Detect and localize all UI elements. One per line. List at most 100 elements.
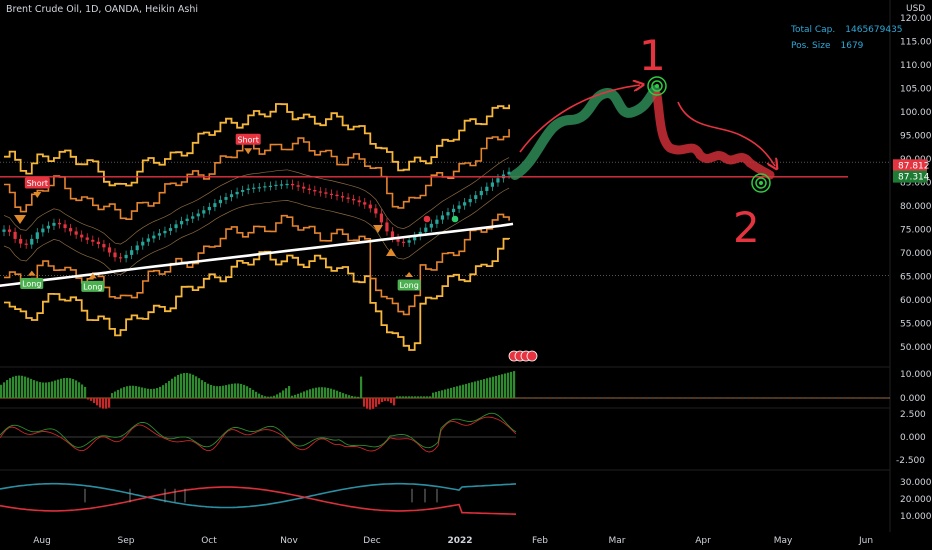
candle-body bbox=[285, 183, 289, 186]
histogram-bar bbox=[153, 388, 156, 398]
histogram-bar bbox=[129, 385, 132, 398]
symbol-title[interactable]: Brent Crude Oil, 1D, OANDA, Heikin Ashi bbox=[6, 4, 198, 15]
candle-body bbox=[46, 225, 50, 229]
candle bbox=[368, 200, 372, 213]
event-flag-icon bbox=[526, 350, 538, 362]
histogram-bar bbox=[54, 380, 57, 398]
candle-body bbox=[263, 186, 267, 188]
histogram-bar bbox=[90, 398, 93, 401]
candle bbox=[130, 245, 134, 260]
histogram-bar bbox=[156, 388, 159, 398]
histogram-bar bbox=[105, 398, 108, 409]
candle bbox=[413, 231, 417, 245]
histogram-bar bbox=[378, 398, 381, 405]
projected-down-path bbox=[652, 90, 775, 180]
candle bbox=[69, 223, 73, 236]
target-ring-inner bbox=[755, 177, 767, 189]
oscillator-pane[interactable] bbox=[0, 412, 517, 453]
candle bbox=[118, 253, 123, 263]
candle-body bbox=[329, 193, 334, 195]
histogram-bar bbox=[63, 378, 66, 398]
histogram-bar bbox=[198, 378, 201, 398]
histogram-bar bbox=[375, 398, 378, 407]
candle-body bbox=[451, 208, 456, 213]
price-axis[interactable]: 120.000 115.000 110.000 105.000 100.000 95.00… bbox=[893, 14, 932, 522]
price-tag-box bbox=[893, 170, 927, 183]
price-tick-label: 95.000 bbox=[900, 132, 932, 142]
marker-triangle bbox=[88, 273, 97, 279]
histogram-bar bbox=[216, 386, 219, 398]
candle bbox=[152, 231, 156, 243]
histogram-bar bbox=[456, 386, 459, 398]
candle-body bbox=[207, 206, 211, 211]
histogram-pane[interactable] bbox=[0, 371, 890, 410]
candle-body bbox=[463, 202, 467, 206]
candle-body bbox=[80, 234, 84, 238]
candle bbox=[63, 220, 67, 233]
histogram-bar bbox=[432, 392, 435, 398]
signal-triangle-down bbox=[373, 225, 383, 233]
candle-body bbox=[268, 185, 272, 187]
candle bbox=[490, 178, 494, 191]
osc-tick-label: 2.500 bbox=[900, 410, 926, 420]
histogram-bar bbox=[204, 382, 207, 398]
histogram-bar bbox=[132, 385, 135, 398]
candle bbox=[157, 229, 161, 240]
candle-body bbox=[229, 194, 234, 198]
candle-body bbox=[435, 219, 439, 224]
candle-body bbox=[91, 239, 95, 242]
histogram-bar bbox=[60, 378, 63, 398]
price-tick-label: 75.000 bbox=[900, 226, 932, 236]
price-pane[interactable]: Short Short Long Long Long bbox=[0, 103, 890, 362]
histogram-bar bbox=[429, 396, 432, 398]
candle-body bbox=[107, 247, 112, 253]
candle bbox=[329, 189, 334, 199]
histogram-bar bbox=[207, 383, 210, 398]
candle-body bbox=[324, 192, 328, 194]
histogram-bar bbox=[108, 398, 111, 408]
dmi-pane[interactable] bbox=[0, 482, 517, 515]
candle-body bbox=[180, 221, 184, 225]
candle-body bbox=[168, 228, 173, 231]
candle-body bbox=[346, 197, 350, 199]
candle-body bbox=[457, 205, 461, 209]
candle bbox=[124, 250, 128, 263]
histogram-bar bbox=[312, 388, 315, 398]
candle bbox=[407, 236, 411, 247]
time-tick-label: Apr bbox=[695, 536, 711, 546]
moving-average-line bbox=[0, 222, 514, 287]
candle-body bbox=[379, 213, 383, 223]
marker-label: Short bbox=[27, 179, 48, 188]
oscillator-main-line bbox=[0, 412, 517, 449]
candle bbox=[85, 233, 89, 245]
histogram-bar bbox=[72, 379, 75, 398]
candle bbox=[107, 243, 112, 257]
time-tick-label: Oct bbox=[201, 536, 217, 546]
candle-body bbox=[218, 199, 223, 204]
histogram-bar bbox=[36, 381, 39, 398]
histogram-bar bbox=[21, 375, 24, 398]
histogram-bar bbox=[30, 378, 33, 398]
currency-label[interactable]: USD bbox=[906, 4, 926, 14]
histogram-bar bbox=[288, 386, 291, 398]
candle bbox=[174, 220, 178, 233]
histogram-bar bbox=[177, 374, 180, 398]
candle bbox=[19, 234, 23, 248]
histogram-bar bbox=[186, 372, 189, 398]
candle bbox=[30, 234, 34, 249]
candle-body bbox=[163, 230, 167, 234]
histogram-bar bbox=[489, 377, 492, 398]
candle-body bbox=[313, 190, 317, 192]
marker-box bbox=[20, 278, 44, 290]
candle bbox=[13, 227, 17, 244]
marker-box bbox=[81, 280, 105, 292]
candle bbox=[263, 182, 267, 192]
marker-short-1: Short bbox=[235, 133, 261, 155]
time-axis[interactable]: Aug Sep Oct Nov Dec 2022 Feb Mar Apr May Jun bbox=[33, 536, 873, 546]
candle bbox=[46, 221, 50, 233]
candle-body bbox=[402, 241, 406, 243]
candle bbox=[451, 204, 456, 217]
histogram-bar bbox=[81, 384, 84, 398]
histogram-bar bbox=[258, 393, 261, 398]
